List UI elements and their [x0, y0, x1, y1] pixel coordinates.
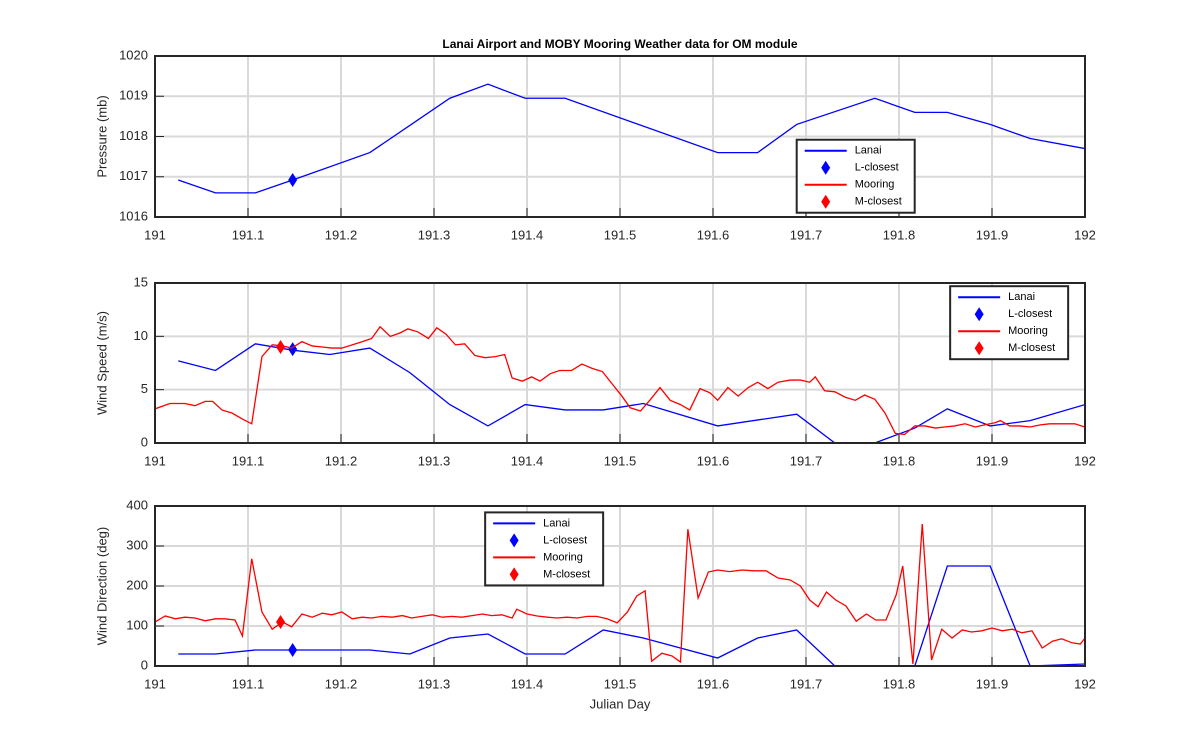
- chart-title: Lanai Airport and MOBY Mooring Weather d…: [442, 37, 797, 51]
- legend-label: M-closest: [855, 196, 902, 208]
- x-tick-label: 191.8: [883, 227, 916, 242]
- x-tick-label: 191.3: [418, 676, 451, 691]
- x-tick-label: 191: [144, 227, 166, 242]
- x-tick-label: 191.2: [325, 676, 358, 691]
- x-tick-label: 191.8: [883, 453, 916, 468]
- x-tick-label: 191.5: [604, 676, 637, 691]
- y-tick-label: 10: [134, 328, 148, 343]
- y-tick-label: 1016: [119, 208, 148, 223]
- closest-marker: [288, 643, 298, 657]
- legend-label: L-closest: [855, 162, 899, 174]
- y-tick-label: 100: [126, 617, 148, 632]
- x-tick-label: 191.4: [511, 676, 544, 691]
- x-tick-label: 191.7: [790, 453, 823, 468]
- x-tick-label: 191.4: [511, 453, 544, 468]
- x-tick-label: 191.1: [232, 453, 265, 468]
- x-tick-label: 191.6: [697, 676, 730, 691]
- legend-label: Lanai: [855, 145, 882, 157]
- closest-marker: [276, 615, 286, 629]
- y-tick-label: 400: [126, 497, 148, 512]
- y-tick-label: 200: [126, 577, 148, 592]
- legend-box: [795, 138, 916, 214]
- x-tick-label: 192: [1074, 453, 1096, 468]
- legend-label: Mooring: [1008, 325, 1048, 337]
- legend-label: L-closest: [1008, 308, 1052, 320]
- series-line: [155, 325, 1085, 436]
- legend-marker: [821, 194, 831, 209]
- x-tick-label: 192: [1074, 676, 1096, 691]
- legend-marker: [509, 533, 519, 548]
- closest-marker: [288, 342, 298, 357]
- y-tick-label: 300: [126, 537, 148, 552]
- closest-marker: [288, 172, 298, 187]
- x-tick-label: 191.9: [976, 676, 1009, 691]
- x-tick-label: 191.1: [232, 227, 265, 242]
- axes-frame: [154, 505, 1086, 667]
- legend-label: M-closest: [1008, 342, 1055, 354]
- y-tick-label: 0: [141, 434, 148, 449]
- x-tick-label: 191.7: [790, 676, 823, 691]
- x-tick-label: 191.6: [697, 227, 730, 242]
- x-tick-label: 191.6: [697, 453, 730, 468]
- x-tick-label: 191.8: [883, 676, 916, 691]
- legend-label: Mooring: [543, 551, 583, 563]
- x-tick-label: 191.9: [976, 227, 1009, 242]
- y-tick-label: 5: [141, 381, 148, 396]
- series-line: [178, 343, 1085, 443]
- x-tick-label: 191.7: [790, 227, 823, 242]
- axes-frame: [154, 282, 1086, 444]
- legend-label: Lanai: [543, 517, 570, 529]
- legend-box: [484, 511, 605, 587]
- legend: Lanai L-closest Mooring M-closest: [949, 285, 1070, 361]
- x-axis-label: Julian Day: [590, 696, 651, 711]
- legend-marker: [974, 341, 984, 356]
- legend-box: [949, 285, 1070, 361]
- x-tick-label: 191.5: [604, 227, 637, 242]
- y-tick-label: 0: [141, 657, 148, 672]
- legend-label: Lanai: [1008, 291, 1035, 303]
- x-tick-label: 191.3: [418, 453, 451, 468]
- y-axis-label: Pressure (mb): [94, 95, 109, 177]
- legend-marker: [821, 160, 831, 175]
- legend-marker: [974, 307, 984, 322]
- series-line: [155, 523, 1085, 665]
- x-tick-label: 191: [144, 453, 166, 468]
- x-tick-label: 192: [1074, 227, 1096, 242]
- legend: Lanai L-closest Mooring M-closest: [795, 138, 916, 214]
- x-tick-label: 191: [144, 676, 166, 691]
- x-tick-label: 191.2: [325, 227, 358, 242]
- y-axis-label: Wind Direction (deg): [94, 527, 109, 646]
- series-line: [178, 565, 1085, 666]
- x-tick-label: 191.3: [418, 227, 451, 242]
- legend-label: M-closest: [543, 568, 590, 580]
- y-axis-label: Wind Speed (m/s): [94, 311, 109, 415]
- y-tick-label: 1018: [119, 128, 148, 143]
- x-tick-label: 191.4: [511, 227, 544, 242]
- x-tick-label: 191.9: [976, 453, 1009, 468]
- legend-marker: [509, 567, 519, 582]
- legend: Lanai L-closest Mooring M-closest: [484, 511, 605, 587]
- y-tick-label: 1019: [119, 88, 148, 103]
- x-tick-label: 191.1: [232, 676, 265, 691]
- closest-marker: [276, 340, 286, 354]
- y-tick-label: 1017: [119, 168, 148, 183]
- legend-label: Mooring: [855, 179, 895, 191]
- x-tick-label: 191.2: [325, 453, 358, 468]
- y-tick-label: 15: [134, 274, 148, 289]
- y-tick-label: 1020: [119, 47, 148, 62]
- series-line: [178, 83, 1085, 194]
- legend-label: L-closest: [543, 534, 587, 546]
- x-tick-label: 191.5: [604, 453, 637, 468]
- axes-frame: [154, 55, 1086, 218]
